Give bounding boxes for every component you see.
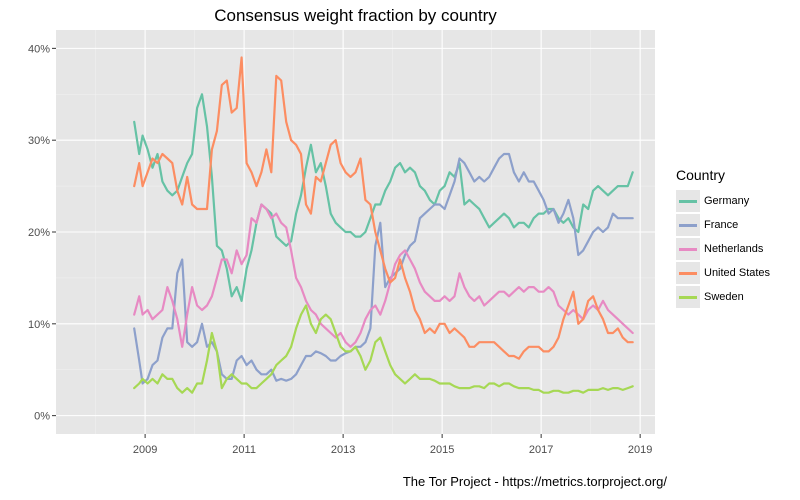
legend-item-united-states: United States: [676, 261, 770, 285]
x-tick-label: 2013: [331, 444, 355, 456]
x-tick-label: 2019: [628, 444, 652, 456]
legend-item-germany: Germany: [676, 189, 770, 213]
x-tick-label: 2011: [232, 444, 256, 456]
series-line-germany: [133, 93, 634, 302]
legend-key-united-states: [676, 262, 700, 284]
series-line-united-states: [133, 56, 634, 360]
series-line-sweden: [133, 304, 634, 394]
legend-key-netherlands: [676, 238, 700, 260]
caption: The Tor Project - https://metrics.torpro…: [402, 474, 667, 489]
legend-title: Country: [676, 167, 726, 183]
y-tick-label: 40%: [28, 43, 50, 55]
legend-item-france: France: [676, 213, 770, 237]
legend-label: Netherlands: [704, 243, 764, 255]
x-tick-label: 2015: [430, 444, 454, 456]
y-tick-label: 20%: [28, 227, 50, 239]
legend-label: France: [704, 219, 739, 231]
x-tick-label: 2017: [529, 444, 553, 456]
legend: Country Germany France Netherlands United S…: [676, 167, 770, 309]
legend-label: Germany: [704, 195, 750, 207]
x-tick-label: 2009: [133, 444, 157, 456]
legend-label: United States: [704, 267, 771, 279]
y-tick-label: 30%: [28, 135, 50, 147]
legend-key-france: [676, 214, 700, 236]
legend-item-netherlands: Netherlands: [676, 237, 770, 261]
legend-item-sweden: Sweden: [676, 285, 770, 309]
legend-key-germany: [676, 190, 700, 212]
y-tick-label: 10%: [28, 319, 50, 331]
legend-label: Sweden: [704, 291, 744, 303]
chart-title: Consensus weight fraction by country: [214, 6, 497, 25]
y-tick-label: 0%: [34, 411, 50, 423]
series-line-netherlands: [133, 203, 634, 348]
legend-key-sweden: [676, 286, 700, 308]
